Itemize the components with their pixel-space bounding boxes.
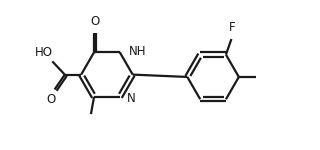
Text: O: O (90, 15, 100, 28)
Text: F: F (229, 21, 236, 34)
Text: NH: NH (129, 45, 146, 58)
Text: O: O (46, 93, 55, 106)
Text: HO: HO (35, 46, 53, 59)
Text: N: N (127, 92, 136, 105)
